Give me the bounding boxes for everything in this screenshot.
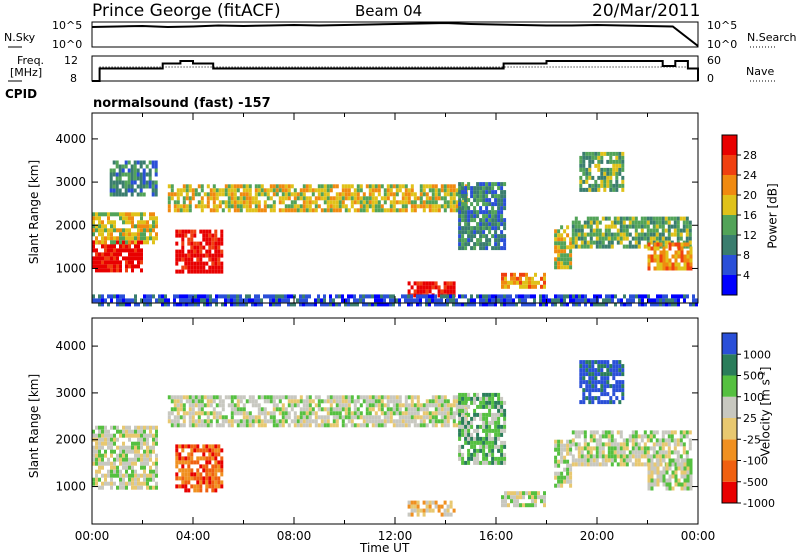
xtick-label-2: 08:00	[277, 529, 312, 543]
velocity-colorbar-cell-3	[722, 418, 737, 440]
cpid-program: normalsound (fast) -157	[93, 96, 271, 111]
velocity-colorbar-cell-7	[722, 333, 737, 355]
nave-tick-high: 60	[707, 54, 721, 67]
velocity-colorbar-label-7: -1000	[743, 497, 775, 510]
velocity-ytick-label-0: 1000	[55, 480, 86, 494]
xtick-label-0: 00:00	[75, 529, 110, 543]
cpid-label: CPID	[5, 87, 38, 101]
beam-title: Beam 04	[355, 2, 423, 20]
freq-tick-high: 12	[64, 54, 78, 67]
velocity-ytick-label-3: 4000	[55, 339, 86, 353]
velocity-colorbar-label-3: 25	[743, 412, 757, 425]
power-colorbar-cell-1	[722, 255, 737, 275]
power-colorbar-label-6: 28	[743, 149, 757, 162]
freq-tick-low: 8	[70, 72, 77, 85]
power-colorbar-cell-7	[722, 135, 737, 155]
station-title: Prince George (fitACF)	[92, 1, 281, 21]
power-ytick-label-3: 4000	[55, 132, 86, 146]
power-colorbar-label-5: 24	[743, 169, 757, 182]
power-colorbar-cell-2	[722, 235, 737, 255]
power-colorbar-cell-4	[722, 195, 737, 215]
power-colorbar-label-2: 12	[743, 229, 757, 242]
velocity-colorbar-cell-0	[722, 481, 737, 503]
power-colorbar-cell-6	[722, 155, 737, 175]
power-colorbar-cell-5	[722, 175, 737, 195]
velocity-colorbar-cell-2	[722, 439, 737, 461]
power-colorbar-cell-0	[722, 275, 737, 295]
velocity-colorbar-cell-5	[722, 375, 737, 397]
nsky-tick-low: 10^0	[52, 38, 83, 51]
nsky-tick-high: 10^5	[52, 19, 83, 32]
xtick-label-1: 04:00	[176, 529, 211, 543]
power-colorbar-label-3: 16	[743, 209, 757, 222]
xtick-label-5: 20:00	[580, 529, 615, 543]
power-colorbar-cell-3	[722, 215, 737, 235]
power-ytick-label-0: 1000	[55, 261, 86, 275]
nsearch-label: N.Search	[747, 31, 797, 44]
velocity-ytick-label-1: 2000	[55, 433, 86, 447]
freq-unit: [MHz]	[10, 66, 43, 79]
power-ytick-label-2: 3000	[55, 175, 86, 189]
velocity-ytick-label-2: 3000	[55, 386, 86, 400]
nsky-panel-frame	[91, 21, 699, 48]
xtick-label-4: 16:00	[479, 529, 514, 543]
power-colorbar-label-1: 8	[743, 249, 750, 262]
freq-label: Freq.	[17, 54, 45, 67]
velocity-colorbar-label-6: -500	[743, 476, 768, 489]
xtick-label-6: 00:00	[681, 529, 716, 543]
velocity-colorbar-label-0: 1000	[743, 348, 771, 361]
velocity-colorbar-label-4: -25	[743, 433, 761, 446]
power-ytick-label-1: 2000	[55, 218, 86, 232]
nsky-line	[91, 21, 699, 47]
power-colorbar-label-4: 20	[743, 189, 757, 202]
nave-tick-low: 0	[707, 72, 714, 85]
nsearch-tick-high: 10^5	[707, 19, 738, 32]
velocity-colorbar-label-2: 100	[743, 391, 764, 404]
power-heatmap	[92, 151, 698, 307]
date-title: 20/Mar/2011	[592, 1, 701, 21]
freq-line	[92, 60, 699, 82]
nsky-label: N.Sky	[4, 31, 36, 44]
x-axis-label: Time UT	[360, 541, 410, 555]
velocity-colorbar-cell-4	[722, 396, 737, 418]
velocity-heatmap	[92, 360, 693, 517]
nave-label: Nave	[746, 65, 775, 78]
power-colorbar-label-0: 4	[743, 269, 750, 282]
velocity-colorbar-cell-1	[722, 460, 737, 482]
xtick-label-3: 12:00	[378, 529, 413, 543]
velocity-colorbar-cell-6	[722, 354, 737, 376]
nsearch-tick-low: 10^0	[707, 38, 738, 51]
velocity-colorbar-label-1: 500	[743, 370, 764, 383]
velocity-colorbar-label-5: -100	[743, 455, 768, 468]
